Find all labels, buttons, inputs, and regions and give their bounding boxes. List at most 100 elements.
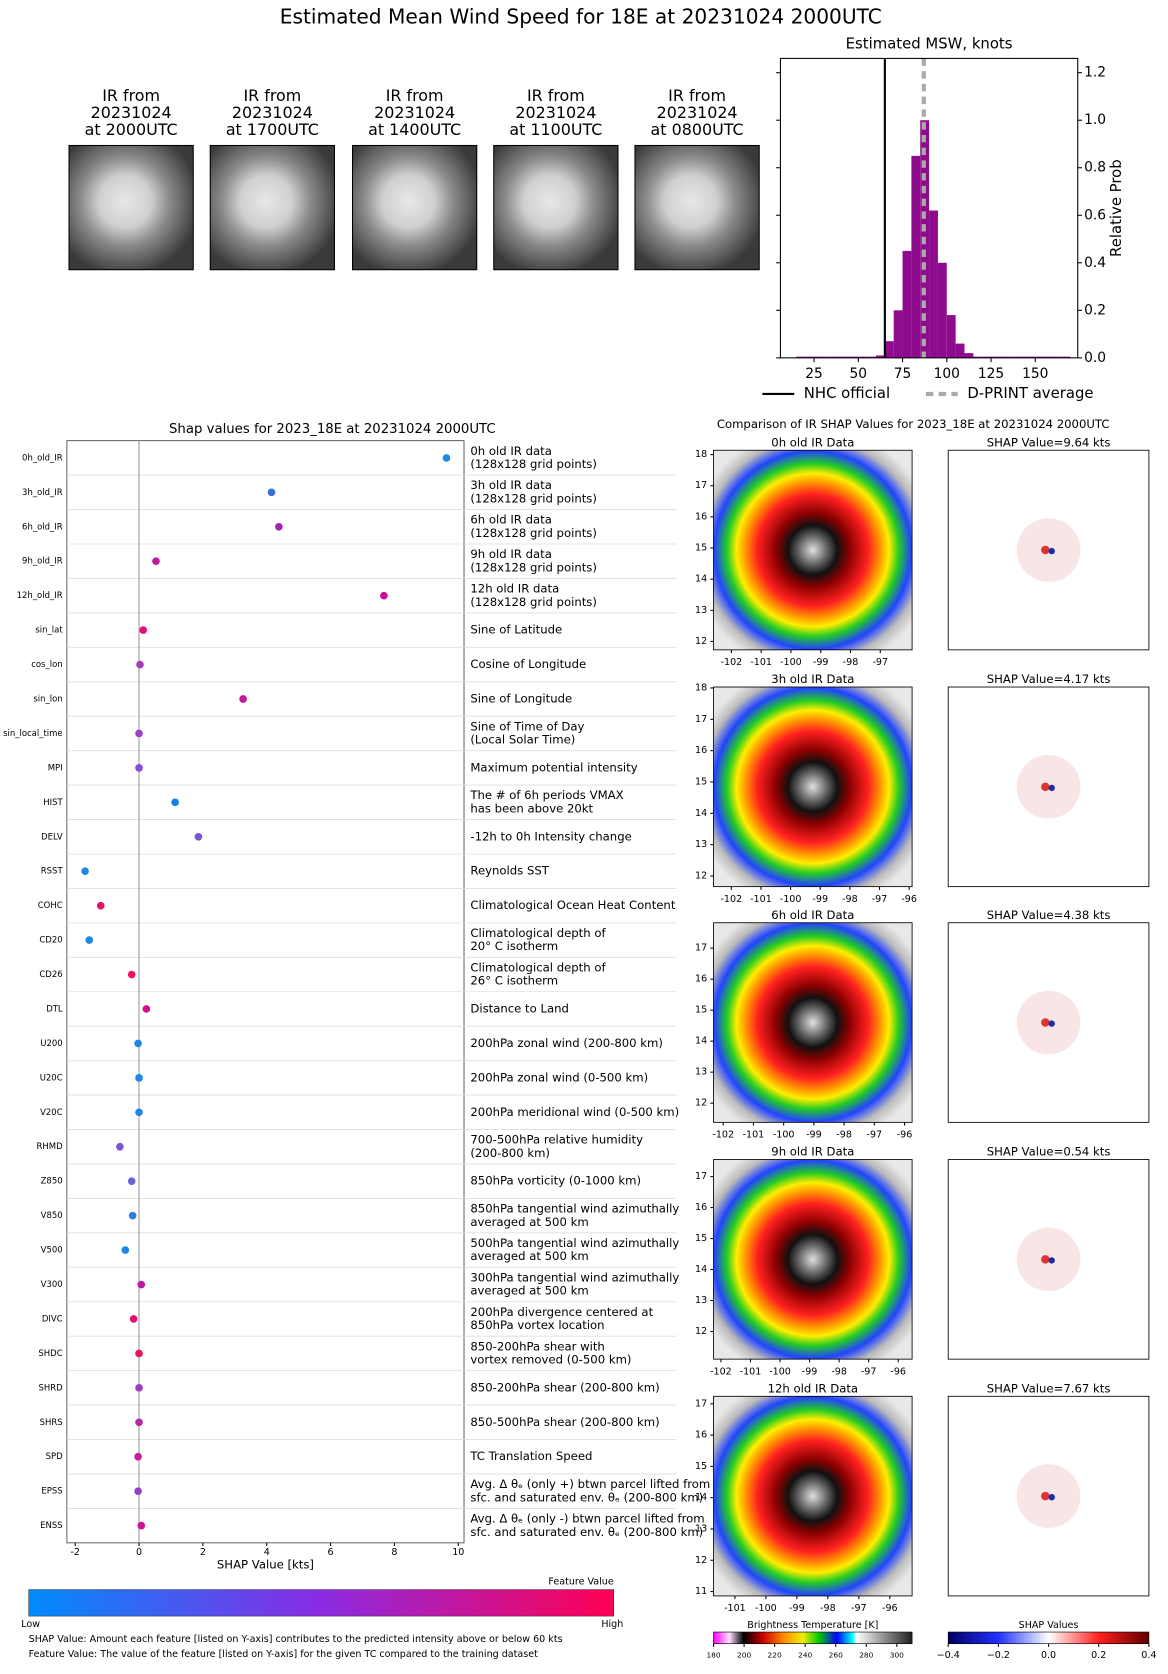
bar — [814, 356, 823, 358]
x-tick-label: -98 — [820, 1603, 836, 1614]
y-tick-label: 12h_old_IR — [17, 591, 63, 601]
ir-image — [713, 686, 913, 888]
x-tick-label: -98 — [842, 894, 858, 905]
image-caption: at 1700UTC — [226, 120, 319, 139]
y-tick-label: 1.2 — [1084, 65, 1106, 81]
feature-description: Maximum potential intensity — [470, 760, 637, 774]
x-tick-label: 125 — [978, 366, 1004, 382]
bar — [929, 210, 938, 358]
point — [152, 557, 160, 566]
y-tick-label: SHRS — [40, 1418, 63, 1428]
y-tick-label: 14 — [695, 808, 707, 819]
y-tick-label: 1.0 — [1084, 112, 1106, 128]
image-caption: IR from — [386, 86, 444, 105]
point — [442, 454, 451, 462]
image-caption: IR from — [668, 86, 726, 105]
y-tick-label: HIST — [43, 798, 63, 808]
bar — [831, 356, 841, 358]
point — [129, 1315, 138, 1323]
feature-description: Distance to Land — [470, 1001, 569, 1015]
x-tick-label: -97 — [872, 657, 888, 668]
colorbar-high: High — [601, 1619, 623, 1630]
point — [136, 660, 144, 669]
point — [85, 936, 94, 944]
y-tick-label: RHMD — [37, 1142, 64, 1152]
feature-description: Avg. Δ θₑ (only +) btwn parcel lifted fr… — [470, 1477, 710, 1491]
bar — [902, 250, 912, 358]
feature-description: Cosine of Longitude — [470, 657, 586, 671]
feature-description: 300hPa tangential wind azimuthally — [470, 1270, 679, 1284]
y-tick-label: 12 — [695, 636, 707, 647]
feature-description: Sine of Longitude — [470, 691, 572, 705]
feature-description: averaged at 500 km — [470, 1284, 588, 1298]
x-tick-label: -2 — [70, 1547, 80, 1558]
point — [134, 1452, 142, 1461]
panel-title: 0h old IR Data — [771, 435, 854, 449]
point — [128, 1211, 137, 1220]
y-tick-label: 13 — [695, 605, 707, 616]
shap-hotspot — [1041, 1018, 1050, 1027]
y-tick-label: 17 — [695, 1171, 707, 1182]
x-tick-label: -98 — [843, 657, 859, 668]
y-tick-label: 12 — [695, 1555, 707, 1566]
y-tick-label: 12 — [695, 1098, 707, 1109]
bar — [1026, 356, 1036, 358]
feature-description: 850hPa tangential wind azimuthally — [470, 1202, 679, 1216]
feature-description: 850-500hPa shear (200-800 km) — [470, 1415, 659, 1429]
y-tick-label: 14 — [695, 574, 707, 585]
x-tick-label: -101 — [750, 657, 772, 668]
colorbar-tick-label: 0.2 — [1091, 1650, 1106, 1661]
x-tick-label: -100 — [780, 657, 802, 668]
x-tick-label: -96 — [901, 894, 917, 905]
colorbar-tick-label: −0.2 — [987, 1650, 1010, 1661]
bar — [1017, 356, 1027, 358]
y-tick-label: 15 — [695, 543, 707, 554]
colorbar-tick-label: 0.0 — [1041, 1650, 1056, 1661]
y-tick-label: 16 — [695, 1430, 707, 1441]
feature-description: 200hPa divergence centered at — [470, 1305, 653, 1319]
y-tick-label: 0.8 — [1084, 160, 1106, 176]
footnote: Feature Value: The value of the feature … — [29, 1649, 538, 1660]
x-tick-label: -96 — [882, 1603, 898, 1614]
y-tick-label: 16 — [695, 1202, 707, 1213]
feature-description: 200hPa meridional wind (0-500 km) — [470, 1105, 679, 1119]
point — [239, 695, 247, 703]
bar — [893, 310, 903, 358]
y-tick-label: SHDC — [38, 1349, 62, 1359]
x-axis-label: SHAP Value [kts] — [217, 1558, 314, 1572]
x-tick-label: -99 — [812, 894, 828, 905]
colorbar-title: SHAP Values — [1019, 1620, 1079, 1631]
y-tick-label: 17 — [695, 480, 707, 491]
feature-description: 850-200hPa shear (200-800 km) — [470, 1380, 659, 1394]
feature-description: (128x128 grid points) — [470, 457, 597, 471]
panel-title: SHAP Value=9.64 kts — [987, 435, 1111, 449]
colorbar-tick-label: 220 — [768, 1650, 782, 1659]
panel-title: SHAP Value=7.67 kts — [987, 1381, 1111, 1395]
x-tick-label: -96 — [890, 1366, 906, 1377]
colorbar-tick-label: 240 — [798, 1650, 812, 1659]
bar — [867, 356, 876, 358]
x-tick-label: -99 — [789, 1603, 805, 1614]
satellite-image — [351, 144, 478, 271]
y-tick-label: SPD — [46, 1452, 64, 1462]
colorbar-title: Brightness Temperature [K] — [747, 1620, 878, 1631]
y-tick-label: 9h_old_IR — [22, 557, 63, 567]
feature-description: (128x128 grid points) — [470, 526, 597, 540]
y-tick-label: 17 — [695, 1398, 707, 1409]
x-tick-label: -102 — [720, 894, 742, 905]
y-tick-label: cos_lon — [31, 660, 62, 670]
feature-description: sfc. and saturated env. θₑ (200-800 km) — [470, 1525, 703, 1539]
y-tick-label: 0.0 — [1084, 350, 1106, 366]
bar — [1008, 356, 1018, 358]
bar — [822, 356, 832, 358]
y-tick-label: 12 — [695, 870, 707, 881]
bar — [955, 343, 965, 358]
y-tick-label: V300 — [41, 1280, 63, 1290]
chart-title: Shap values for 2023_18E at 20231024 200… — [169, 422, 496, 437]
shap-hotspot — [1048, 784, 1055, 792]
bar — [1044, 356, 1053, 358]
point — [137, 1521, 146, 1530]
feature-description: (200-800 km) — [470, 1146, 550, 1160]
